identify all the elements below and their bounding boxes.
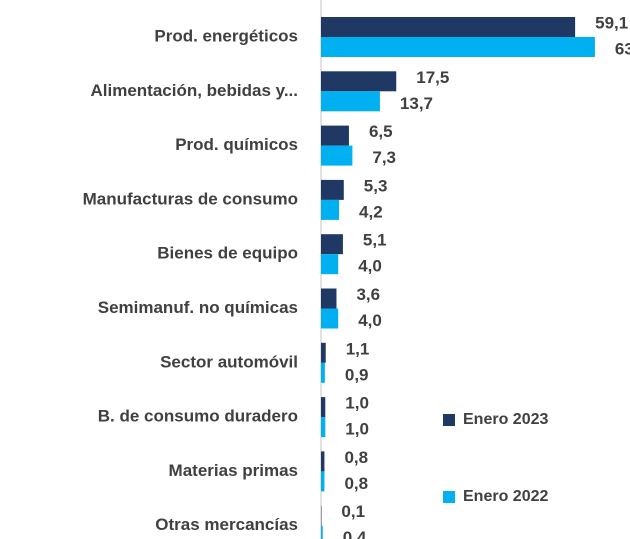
- category-label: Prod. energéticos: [154, 26, 298, 45]
- value-label: 0,8: [344, 448, 368, 467]
- value-label: 6,5: [369, 122, 393, 141]
- category-label: Prod. químicos: [175, 135, 298, 154]
- bar: [321, 199, 340, 220]
- value-label: 1,0: [345, 394, 369, 413]
- bar: [321, 525, 323, 539]
- bar: [321, 37, 595, 57]
- value-label: 59,1: [595, 13, 628, 32]
- bar: [321, 417, 326, 438]
- value-label: 1,0: [345, 420, 369, 439]
- bar: [321, 471, 325, 492]
- category-label: Materias primas: [169, 461, 298, 480]
- category-label: Otras mercancías: [155, 515, 298, 534]
- bar: [321, 17, 576, 37]
- value-label: 0,1: [341, 502, 365, 521]
- category-label: Alimentación, bebidas y...: [90, 81, 298, 100]
- category-label: Bienes de equipo: [157, 244, 298, 263]
- value-label: 63,7: [615, 39, 630, 58]
- bar: [321, 288, 337, 309]
- value-label: 5,3: [364, 176, 388, 195]
- value-label: 4,0: [358, 311, 382, 330]
- value-label: 3,6: [356, 285, 380, 304]
- value-label: 0,9: [345, 365, 369, 384]
- legend-label: Enero 2023: [463, 411, 548, 428]
- value-label: 4,2: [359, 202, 383, 221]
- bar: [321, 308, 339, 329]
- value-label: 13,7: [400, 94, 433, 113]
- bar: [321, 145, 353, 166]
- value-label: 0,4: [343, 528, 367, 539]
- bar: [321, 179, 344, 200]
- value-label: 17,5: [416, 68, 449, 87]
- value-label: 0,8: [344, 474, 368, 493]
- category-label: Sector automóvil: [160, 352, 298, 371]
- bar: [321, 397, 326, 418]
- bar: [321, 362, 325, 383]
- category-label: Manufacturas de consumo: [83, 189, 298, 208]
- bar: [321, 254, 339, 275]
- category-label: B. de consumo duradero: [98, 407, 298, 426]
- bar: [321, 71, 397, 92]
- bar: [321, 342, 326, 363]
- category-label: Semimanuf. no químicas: [98, 298, 298, 317]
- value-label: 7,3: [372, 148, 396, 167]
- bar: [321, 234, 343, 255]
- legend-label: Enero 2022: [463, 488, 548, 505]
- value-label: 4,0: [358, 257, 382, 276]
- value-label: 1,1: [346, 339, 370, 358]
- bar: [321, 451, 325, 472]
- legend-swatch: [443, 491, 455, 503]
- bar: [321, 125, 349, 146]
- bar: [321, 91, 380, 112]
- legend-swatch: [443, 414, 455, 426]
- value-label: 5,1: [363, 231, 387, 250]
